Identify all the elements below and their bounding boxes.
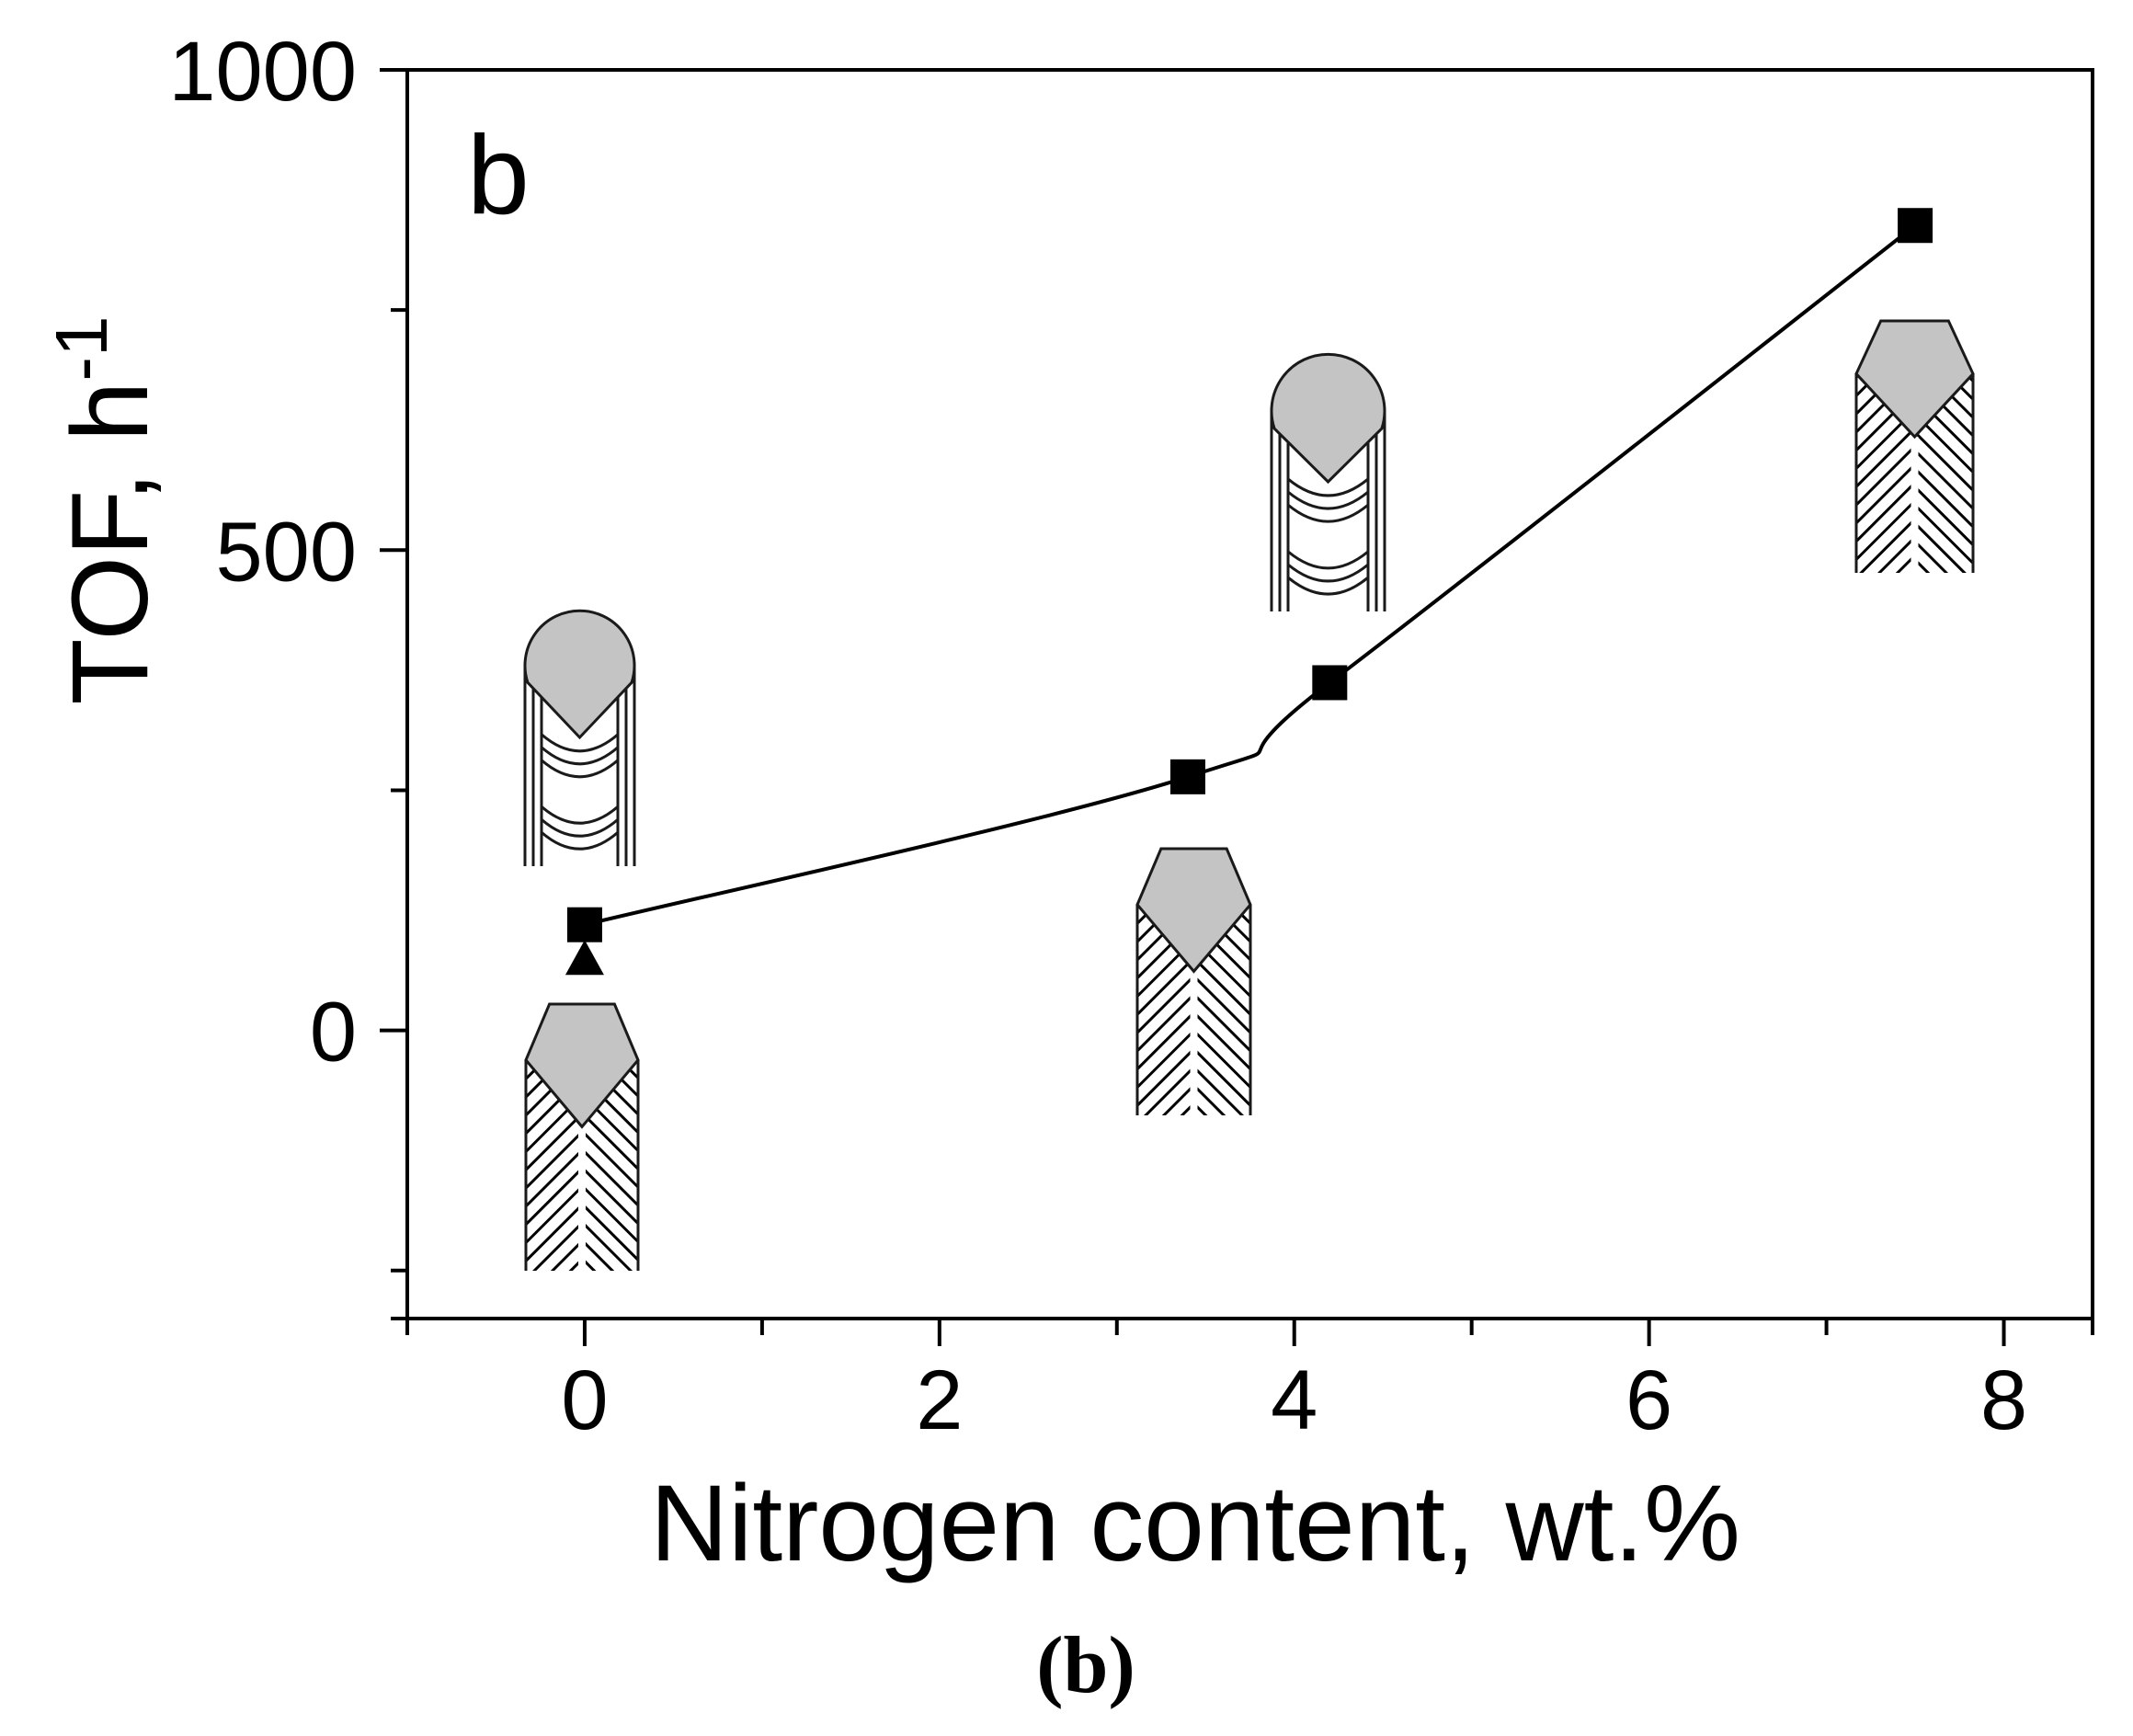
- y-axis-title: TOF, h-1: [40, 315, 171, 704]
- plot-frame: [405, 68, 2094, 1320]
- x-tick-label: 8: [1980, 1353, 2027, 1447]
- herringbone-fiber-icon: [1854, 319, 1975, 573]
- square-marker: [1312, 665, 1348, 701]
- x-tick-label: 2: [916, 1353, 963, 1447]
- structure-icons: [523, 319, 1975, 1271]
- triangle-marker: [565, 940, 604, 976]
- y-axis-title-text: TOF, h: [50, 382, 171, 705]
- y-axis-title-superscript: -1: [40, 315, 122, 381]
- square-marker: [566, 907, 602, 942]
- herringbone-fiber-icon: [1135, 847, 1252, 1115]
- bamboo-tube-icon: [523, 609, 636, 866]
- plot-border: [405, 68, 2094, 1320]
- x-tick-label: 4: [1271, 1353, 1317, 1447]
- y-tick-label: 1000: [168, 25, 357, 119]
- series-line: [584, 223, 1917, 927]
- herringbone-fiber-icon: [524, 1002, 640, 1271]
- square-marker: [1898, 208, 1933, 244]
- x-axis: 0 2 4 6 8: [405, 1319, 2094, 1447]
- y-tick-label: 500: [216, 505, 358, 599]
- data-series: [565, 208, 1933, 976]
- y-tick-label: 0: [310, 986, 357, 1079]
- bamboo-tube-icon: [1270, 352, 1386, 611]
- x-tick-label: 0: [561, 1353, 608, 1447]
- panel-letter: b: [467, 112, 530, 237]
- figure-caption: (b): [1036, 1621, 1135, 1710]
- square-marker: [1169, 759, 1205, 794]
- y-axis: 0 500 1000: [168, 25, 407, 1320]
- x-tick-label: 6: [1625, 1353, 1672, 1447]
- x-axis-title: Nitrogen content, wt.%: [650, 1463, 1740, 1584]
